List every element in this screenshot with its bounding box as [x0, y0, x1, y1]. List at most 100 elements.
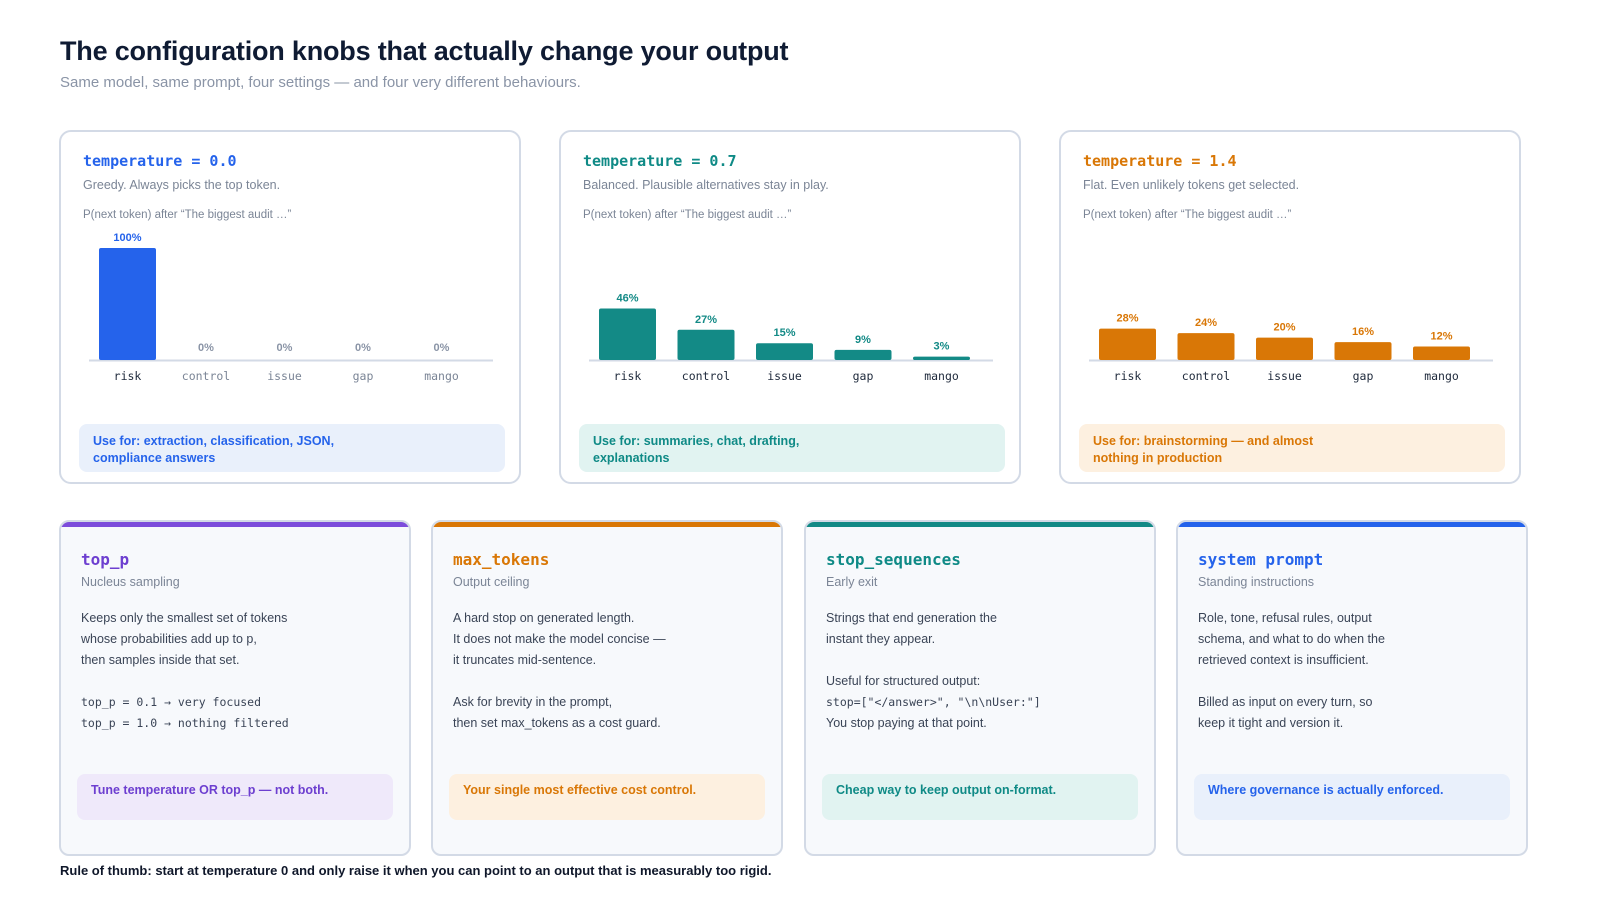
data-label-issue: 0%: [277, 342, 293, 354]
description-line: Useful for structured output:: [826, 674, 981, 688]
data-label-issue: 20%: [1273, 322, 1295, 334]
use-for-note: Use for: extraction, classification, JSO…: [79, 424, 505, 472]
temperature-description: Greedy. Always picks the top token.: [83, 178, 281, 192]
tick-label-control: control: [1182, 369, 1230, 383]
description-line: then samples inside that set.: [81, 653, 240, 667]
description-line: Strings that end generation the: [826, 611, 997, 625]
knob-title: max_tokens: [453, 550, 550, 569]
data-label-control: 24%: [1195, 317, 1217, 329]
knob-tip: Tune temperature OR top_p — not both.: [77, 774, 393, 820]
knob-tip: Cheap way to keep output on-format.: [822, 774, 1138, 820]
code-line: top_p = 0.1 → very focused: [81, 695, 262, 709]
data-label-control: 0%: [198, 342, 214, 354]
description-line: It does not make the model concise —: [453, 632, 666, 646]
card-accent-bar: [433, 522, 781, 527]
data-label-control: 27%: [695, 314, 717, 326]
knob-description: Role, tone, refusal rules, output schema,…: [1198, 608, 1508, 734]
bar-issue: [1256, 337, 1313, 360]
knob-description: Keeps only the smallest set of tokens who…: [81, 608, 391, 734]
chart-caption: P(next token) after “The biggest audit ……: [583, 209, 792, 221]
knob-card-top-p: top_p Nucleus sampling Keeps only the sm…: [59, 520, 411, 856]
description-line: [81, 671, 391, 692]
tick-label-control: control: [682, 369, 730, 383]
chart-caption: P(next token) after “The biggest audit ……: [1083, 209, 1292, 221]
bar-control: [1177, 333, 1235, 360]
use-for-note: Use for: summaries, chat, drafting, expl…: [579, 424, 1005, 472]
temperature-label: temperature = 1.4: [1083, 152, 1237, 170]
temperature-description: Flat. Even unlikely tokens get selected.: [1083, 178, 1300, 192]
description-line: A hard stop on generated length.: [453, 611, 635, 625]
bar-mango: [913, 356, 970, 360]
description-line: Billed as input on every turn, so: [1198, 695, 1373, 709]
bar-gap: [1334, 342, 1392, 360]
temperature-label: temperature = 0.7: [583, 152, 737, 170]
description-line: instant they appear.: [826, 632, 936, 646]
knob-card-system-prompt: system prompt Standing instructions Role…: [1176, 520, 1528, 856]
temperature-card-low: temperature = 0.0 Greedy. Always picks t…: [59, 130, 521, 484]
tick-label-issue: issue: [1267, 369, 1302, 383]
knob-card-stop-sequences: stop_sequences Early exit Strings that e…: [804, 520, 1156, 856]
use-for-note: Use for: brainstorming — and almost noth…: [1079, 424, 1505, 472]
card-accent-bar: [806, 522, 1154, 527]
knob-subtitle: Output ceiling: [453, 575, 530, 589]
card-accent-bar: [1178, 522, 1526, 527]
description-line: schema, and what to do when the: [1198, 632, 1385, 646]
knob-subtitle: Early exit: [826, 575, 878, 589]
code-line: stop=["</answer>", "\n\nUser:"]: [826, 695, 1041, 709]
page-title: The configuration knobs that actually ch…: [60, 36, 789, 66]
tick-label-issue: issue: [267, 369, 302, 383]
description-line: You stop paying at that point.: [826, 716, 987, 730]
bar-gap: [834, 349, 892, 360]
description-line: [826, 650, 1136, 671]
bar-control: [677, 329, 735, 360]
description-line: Keeps only the smallest set of tokens: [81, 611, 288, 625]
description-line: it truncates mid-sentence.: [453, 653, 597, 667]
temperature-description: Balanced. Plausible alternatives stay in…: [583, 178, 829, 192]
temperature-card-high: temperature = 1.4 Flat. Even unlikely to…: [1059, 130, 1521, 484]
probability-bar-chart: 28% risk 24% control 20% issue 16% gap 12% mango: [1089, 313, 1493, 383]
tick-label-mango: mango: [424, 369, 459, 383]
data-label-risk: 100%: [113, 232, 141, 244]
chart-caption: P(next token) after “The biggest audit ……: [83, 209, 292, 221]
description-line: [453, 671, 763, 692]
description-line: retrieved context is insufficient.: [1198, 653, 1369, 667]
description-line: keep it tight and version it.: [1198, 716, 1344, 730]
data-label-gap: 16%: [1352, 326, 1374, 338]
tick-label-gap: gap: [1353, 369, 1374, 383]
knob-title: system prompt: [1198, 550, 1324, 569]
rule-of-thumb: Rule of thumb: start at temperature 0 an…: [60, 863, 772, 878]
tick-label-issue: issue: [767, 369, 802, 383]
bar-risk: [1099, 328, 1156, 360]
tick-label-gap: gap: [853, 369, 874, 383]
probability-bar-chart: 100% risk 0% control 0% issue 0% gap 0% mango: [89, 232, 493, 383]
data-label-gap: 9%: [855, 334, 871, 346]
tick-label-risk: risk: [614, 369, 642, 383]
bar-mango: [1413, 346, 1470, 360]
knob-subtitle: Nucleus sampling: [81, 575, 180, 589]
knob-card-max-tokens: max_tokens Output ceiling A hard stop on…: [431, 520, 783, 856]
data-label-mango: 12%: [1430, 331, 1452, 343]
use-for-text: Use for: extraction, classification, JSO…: [93, 434, 335, 465]
tick-label-risk: risk: [1114, 369, 1142, 383]
description-line: Ask for brevity in the prompt,: [453, 695, 613, 709]
data-label-issue: 15%: [773, 327, 795, 339]
tick-label-risk: risk: [114, 369, 142, 383]
use-for-text: Use for: brainstorming — and almost noth…: [1093, 434, 1314, 465]
bar-issue: [756, 343, 813, 360]
knob-tip: Where governance is actually enforced.: [1194, 774, 1510, 820]
description-line: whose probabilities add up to p,: [81, 632, 257, 646]
knob-title: top_p: [81, 550, 130, 569]
knob-description: Strings that end generation the instant t…: [826, 608, 1136, 734]
data-label-risk: 28%: [1116, 313, 1138, 325]
use-for-text: Use for: summaries, chat, drafting, expl…: [593, 434, 800, 465]
tick-label-gap: gap: [353, 369, 374, 383]
data-label-gap: 0%: [355, 342, 371, 354]
bar-risk: [599, 308, 656, 360]
data-label-mango: 0%: [434, 342, 450, 354]
description-line: [1198, 671, 1508, 692]
knob-title: stop_sequences: [826, 550, 961, 569]
code-line: top_p = 1.0 → nothing filtered: [81, 716, 289, 730]
data-label-mango: 3%: [934, 341, 950, 353]
temperature-card-medium: temperature = 0.7 Balanced. Plausible al…: [559, 130, 1021, 484]
knob-description: A hard stop on generated length. It does …: [453, 608, 763, 734]
